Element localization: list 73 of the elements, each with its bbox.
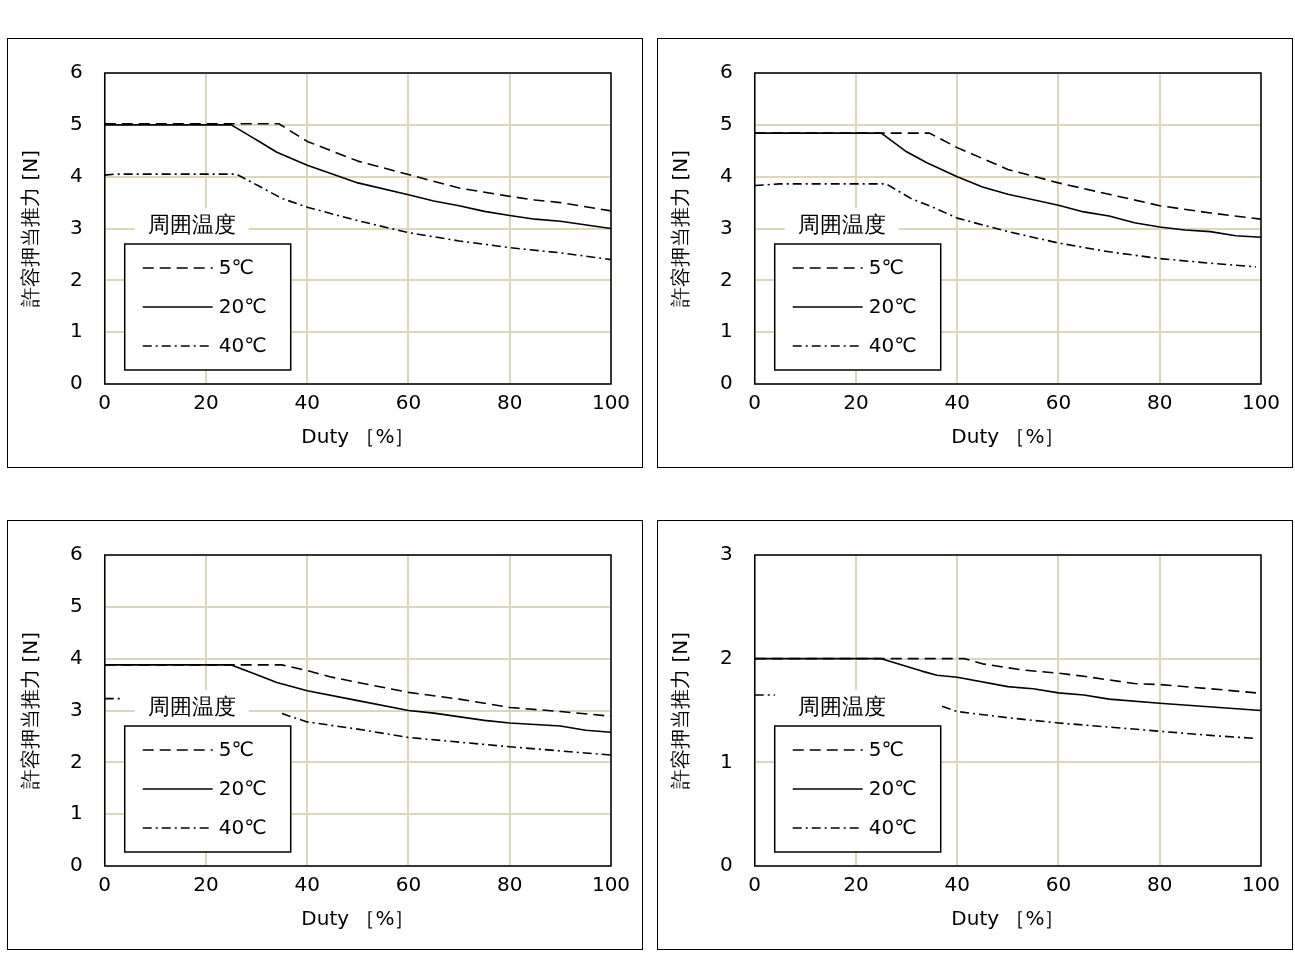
legend-label: 20℃ — [868, 294, 917, 319]
y-tick-label: 1 — [719, 748, 733, 773]
y-tick-label: 6 — [719, 59, 733, 84]
y-tick-label: 0 — [719, 370, 733, 395]
x-axis-title: Duty ［%］ — [301, 906, 415, 931]
x-tick-label: 40 — [944, 872, 970, 897]
x-tick-label: 0 — [98, 872, 112, 897]
x-tick-label: 80 — [497, 872, 523, 897]
y-tick-label: 2 — [69, 266, 83, 291]
y-tick-label: 4 — [69, 162, 83, 187]
x-axis-title: Duty ［%］ — [951, 424, 1065, 449]
x-tick-label: 60 — [395, 390, 422, 415]
x-tick-label: 0 — [748, 872, 762, 897]
y-tick-label: 3 — [69, 214, 83, 239]
x-tick-label: 40 — [294, 872, 320, 897]
legend-label: 20℃ — [218, 776, 267, 801]
y-tick-label: 2 — [719, 644, 733, 669]
legend-label: 5℃ — [868, 255, 904, 280]
x-tick-label: 20 — [843, 390, 869, 415]
x-tick-label: 0 — [748, 390, 762, 415]
x-tick-label: 100 — [591, 390, 631, 415]
x-tick-label: 40 — [944, 390, 970, 415]
x-tick-label: 20 — [843, 872, 869, 897]
legend-title: 周囲温度 — [797, 693, 886, 719]
legend-title: 周囲温度 — [147, 211, 236, 237]
y-tick-label: 5 — [69, 593, 83, 618]
x-tick-label: 60 — [395, 872, 422, 897]
y-tick-label: 4 — [719, 162, 733, 187]
y-tick-label: 1 — [719, 318, 733, 343]
y-tick-label: 1 — [69, 318, 83, 343]
x-tick-label: 60 — [1045, 872, 1072, 897]
legend-label: 40℃ — [218, 815, 267, 840]
y-tick-label: 5 — [69, 111, 83, 136]
y-tick-label: 5 — [719, 111, 733, 136]
legend-title: 周囲温度 — [797, 211, 886, 237]
y-tick-label: 4 — [69, 644, 83, 669]
y-tick-label: 1 — [69, 800, 83, 825]
x-tick-label: 100 — [1241, 872, 1281, 897]
y-axis-title: 許容押当推力 [N] — [668, 632, 693, 789]
y-axis-title: 許容押当推力 [N] — [18, 632, 43, 789]
y-tick-label: 6 — [69, 541, 83, 566]
y-tick-label: 2 — [69, 748, 83, 773]
y-axis-title: 許容押当推力 [N] — [18, 150, 43, 307]
legend-label: 5℃ — [218, 737, 254, 762]
x-tick-label: 20 — [193, 872, 219, 897]
x-tick-label: 40 — [294, 390, 320, 415]
x-tick-label: 100 — [591, 872, 631, 897]
x-tick-label: 80 — [1147, 872, 1173, 897]
legend-label: 40℃ — [218, 333, 267, 358]
y-tick-label: 0 — [69, 852, 83, 877]
x-axis-title: Duty ［%］ — [301, 424, 415, 449]
x-tick-label: 20 — [193, 390, 219, 415]
y-tick-label: 6 — [69, 59, 83, 84]
legend-label: 20℃ — [218, 294, 267, 319]
y-axis-title: 許容押当推力 [N] — [668, 150, 693, 307]
x-tick-label: 60 — [1045, 390, 1072, 415]
x-tick-label: 0 — [98, 390, 112, 415]
y-tick-label: 3 — [719, 214, 733, 239]
y-tick-label: 0 — [69, 370, 83, 395]
x-tick-label: 100 — [1241, 390, 1281, 415]
legend-label: 5℃ — [218, 255, 254, 280]
legend-label: 40℃ — [868, 815, 917, 840]
x-axis-title: Duty ［%］ — [951, 906, 1065, 931]
y-tick-label: 3 — [69, 696, 83, 721]
legend-label: 5℃ — [868, 737, 904, 762]
legend-label: 40℃ — [868, 333, 917, 358]
legend-title: 周囲温度 — [147, 693, 236, 719]
y-tick-label: 0 — [719, 852, 733, 877]
legend-label: 20℃ — [868, 776, 917, 801]
x-tick-label: 80 — [1147, 390, 1173, 415]
x-tick-label: 80 — [497, 390, 523, 415]
y-tick-label: 2 — [719, 266, 733, 291]
y-tick-label: 3 — [719, 541, 733, 566]
